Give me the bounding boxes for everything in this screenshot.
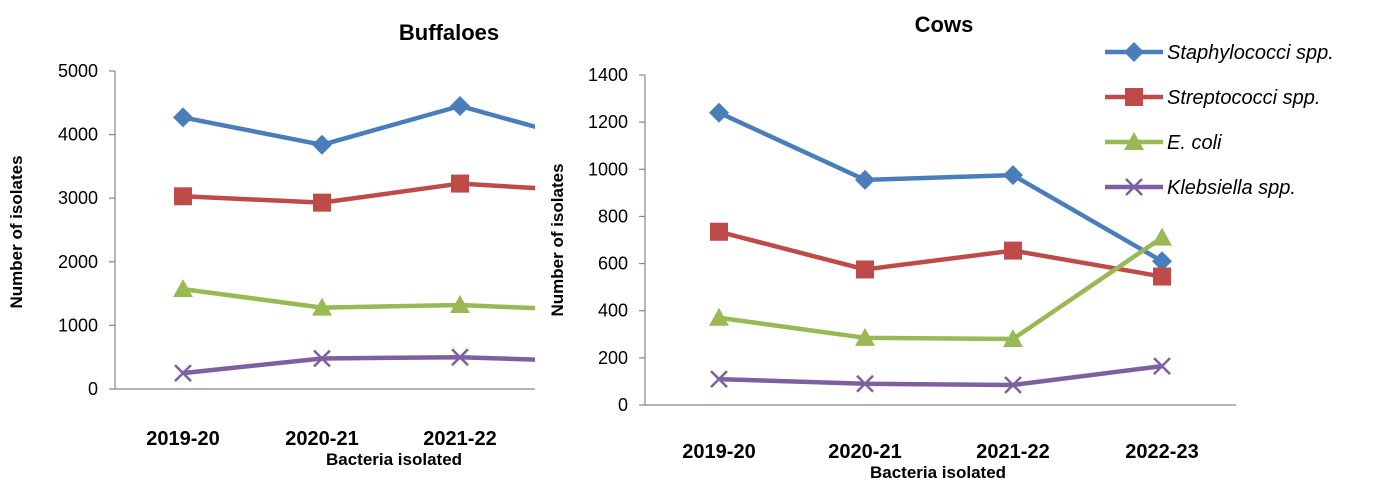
data-point [313, 193, 331, 212]
data-point [312, 134, 332, 155]
y-tick-label: 600 [598, 254, 628, 274]
series-line [710, 222, 1171, 286]
data-point [856, 374, 874, 393]
y-axis-label: Number of isolates [548, 163, 567, 316]
y-tick-label: 5000 [58, 61, 98, 81]
series-path [182, 181, 535, 205]
y-tick-label: 800 [598, 206, 628, 226]
data-point [312, 297, 332, 316]
y-axis-label: Number of isolates [7, 155, 26, 308]
series-line [173, 95, 535, 155]
y-tick-label: 1000 [588, 159, 628, 179]
data-point [313, 349, 331, 368]
y-tick-label: 400 [598, 301, 628, 321]
data-point [450, 295, 470, 314]
data-point [855, 327, 875, 346]
data-point [1153, 357, 1171, 375]
data-point [1152, 251, 1172, 272]
series-path [718, 235, 1164, 342]
data-point [451, 348, 469, 367]
data-point [709, 307, 729, 326]
y-tick-label: 200 [598, 348, 628, 368]
data-point [709, 102, 729, 123]
legend-label: Staphylococci spp. [1167, 42, 1334, 64]
y-tick-label: 0 [88, 379, 98, 399]
legend-item: Streptococci spp. [1105, 87, 1320, 109]
data-point [1004, 376, 1022, 394]
chart-buffaloes: Buffaloes Number of isolates Bacteria is… [7, 20, 535, 469]
series-path [182, 286, 535, 311]
legend-label: E. coli [1167, 132, 1222, 154]
y-tick-label: 1400 [588, 65, 628, 85]
legend-label: Klebsiella spp. [1167, 177, 1296, 199]
data-point [450, 95, 470, 116]
data-point [451, 174, 469, 193]
y-tick-label: 4000 [58, 125, 98, 145]
series-path [718, 363, 1163, 388]
x-axis-label: Bacteria isolated [326, 450, 462, 469]
data-point [710, 222, 728, 241]
data-point [173, 279, 193, 298]
x-tick-label: 2020-21 [828, 441, 901, 463]
series-path [182, 354, 535, 376]
series-line [709, 227, 1172, 347]
y-tick-label: 1200 [588, 112, 628, 132]
data-point [710, 370, 728, 388]
legend-item: Klebsiella spp. [1105, 177, 1296, 199]
plot-area [173, 95, 535, 382]
series-path [718, 229, 1163, 279]
series-path [182, 103, 535, 148]
x-tick-label: 2021-22 [976, 441, 1049, 463]
series-line [174, 348, 535, 382]
series-line [709, 102, 1172, 272]
x-tick-label: 2021-22 [423, 428, 496, 450]
data-point [174, 364, 192, 382]
data-point [1004, 241, 1022, 260]
series-line [710, 357, 1171, 394]
chart-title: Buffaloes [399, 20, 499, 45]
x-tick-label: 2020-21 [285, 428, 358, 450]
legend: Staphylococci spp. Streptococci spp. E. co… [1105, 42, 1334, 199]
y-tick-label: 3000 [58, 188, 98, 208]
legend-marker [1125, 178, 1143, 196]
x-tick-label: 2019-20 [682, 441, 755, 463]
y-tick-label: 2000 [58, 252, 98, 272]
legend-marker [1124, 42, 1144, 62]
plot-area [709, 102, 1172, 394]
legend-label: Streptococci spp. [1167, 87, 1320, 109]
data-point [173, 107, 193, 128]
x-tick-label: 2022-23 [1125, 441, 1198, 463]
data-point [1003, 329, 1023, 347]
data-point [855, 169, 875, 190]
x-axis-label: Bacteria isolated [870, 463, 1006, 482]
x-tick-label: 2019-20 [146, 428, 219, 450]
data-point [1153, 267, 1171, 286]
legend-marker [1125, 88, 1143, 106]
series-path [718, 110, 1164, 264]
y-tick-label: 1000 [58, 315, 98, 335]
series-line [173, 279, 535, 316]
data-point [1003, 165, 1023, 186]
legend-item: Staphylococci spp. [1105, 42, 1334, 64]
series-line [174, 174, 535, 212]
data-point [174, 187, 192, 206]
chart-cows: Cows Number of isolates Bacteria isolate… [548, 12, 1236, 482]
data-point [856, 260, 874, 279]
chart-title: Cows [915, 12, 974, 37]
legend-marker [1124, 132, 1144, 150]
data-point [1152, 227, 1172, 246]
legend-item: E. coli [1105, 132, 1222, 154]
y-tick-label: 0 [618, 395, 628, 415]
